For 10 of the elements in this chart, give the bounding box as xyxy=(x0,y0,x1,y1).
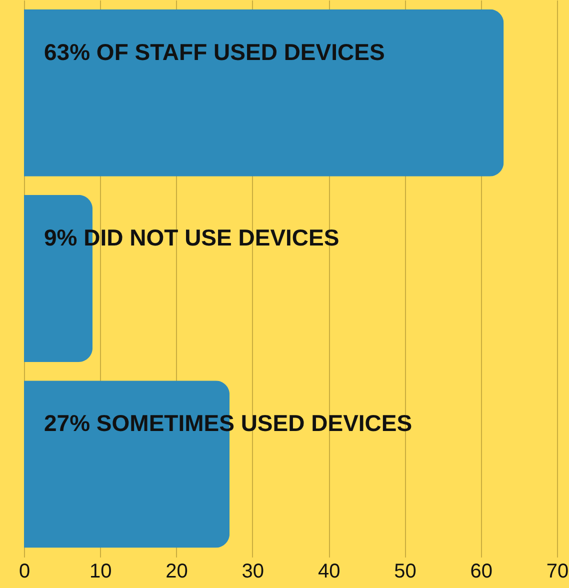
x-tick-label: 40 xyxy=(318,560,340,582)
x-tick-label: 50 xyxy=(394,560,416,582)
y-tick-label: 63% OF STAFF USED DEVICES xyxy=(44,38,385,65)
x-tick-label: 0 xyxy=(18,560,30,582)
x-tick-label: 10 xyxy=(90,560,112,582)
x-tick-label: 20 xyxy=(166,560,188,582)
x-tick-label: 70 xyxy=(546,560,569,582)
x-tick-label: 30 xyxy=(242,560,264,582)
bar xyxy=(24,9,504,176)
x-tick-label: 60 xyxy=(470,560,492,582)
